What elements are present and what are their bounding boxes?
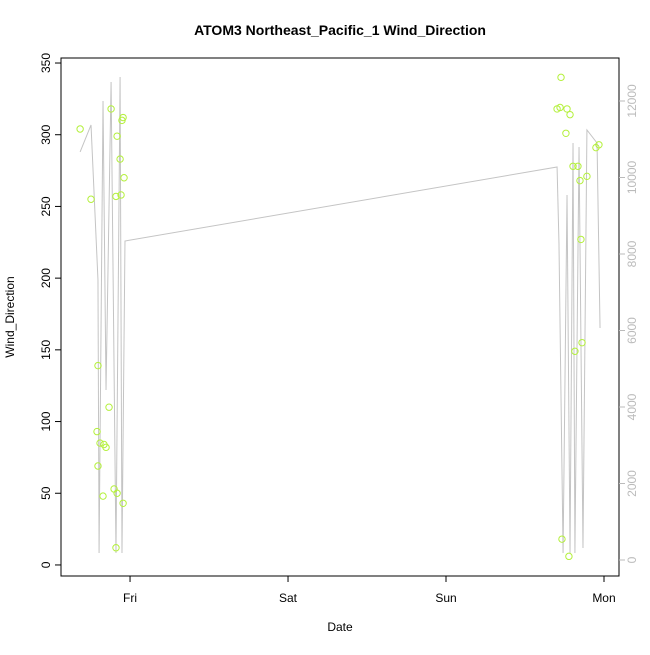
data-point [576, 176, 584, 185]
y-tick-label: 50 [39, 486, 53, 500]
y2-tick-label: 0 [625, 556, 639, 563]
data-point [76, 125, 84, 133]
x-axis-label: Date [327, 620, 353, 634]
data-point [113, 489, 121, 497]
data-point [562, 129, 570, 137]
data-point [112, 544, 120, 552]
data-point [574, 162, 582, 170]
data-point [577, 235, 585, 244]
data-point [558, 535, 566, 543]
y-tick-label: 0 [39, 561, 53, 568]
data-point [93, 427, 101, 436]
data-line [79, 77, 601, 554]
data-point [102, 443, 110, 452]
data-point [563, 105, 571, 113]
data-point [557, 73, 565, 82]
y-tick-label: 150 [39, 340, 53, 360]
data-point [119, 113, 127, 122]
data-point [107, 105, 115, 113]
x-tick-label: Sun [435, 591, 456, 605]
data-point [112, 192, 120, 201]
data-point [116, 155, 124, 163]
y-tick-label: 300 [39, 124, 53, 144]
data-point [99, 492, 107, 500]
x-tick-label: Fri [123, 591, 137, 605]
y2-tick-label: 6000 [625, 317, 639, 344]
y2-tick-label: 2000 [625, 470, 639, 497]
data-point [113, 132, 121, 140]
data-point [120, 174, 128, 182]
data-point [117, 191, 125, 199]
data-point [87, 195, 95, 203]
data-point [105, 403, 113, 411]
x-tick-label: Mon [592, 591, 615, 605]
data-point [566, 110, 574, 119]
y-tick-label: 350 [39, 53, 53, 73]
y-axis-label: Wind_Direction [3, 276, 17, 357]
plot-box [60, 57, 620, 577]
y2-tick-label: 4000 [625, 393, 639, 420]
y2-tick-label: 10000 [625, 160, 639, 194]
chart-title: ATOM3 Northeast_Pacific_1 Wind_Direction [194, 22, 486, 38]
x-tick-label: Sat [279, 591, 298, 605]
data-point [583, 172, 591, 181]
y2-tick-label: 8000 [625, 240, 639, 267]
data-point [96, 439, 104, 447]
data-point [556, 103, 564, 112]
data-point [569, 162, 577, 170]
data-point [565, 552, 573, 561]
y2-tick-label: 12000 [625, 84, 639, 118]
data-point [94, 462, 102, 470]
data-point [578, 338, 586, 347]
data-point [571, 347, 579, 355]
data-point [595, 141, 603, 149]
data-point [119, 499, 127, 507]
y-tick-label: 200 [39, 268, 53, 288]
y-tick-label: 250 [39, 196, 53, 216]
y-tick-label: 100 [39, 411, 53, 431]
data-point [94, 361, 102, 370]
